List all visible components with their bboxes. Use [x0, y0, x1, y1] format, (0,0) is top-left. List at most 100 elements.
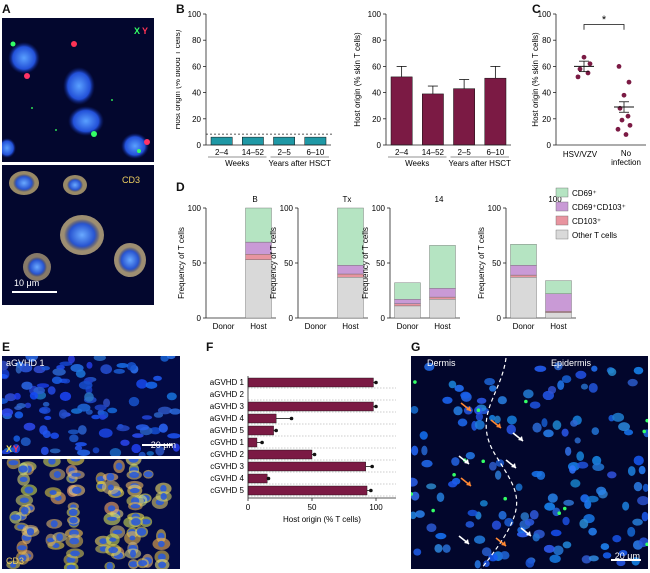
nucleus-blob: [19, 476, 28, 483]
nucleus-blob: [129, 535, 136, 541]
nucleus-blob: [77, 425, 87, 435]
panel-d-ytick-label: 100: [488, 204, 502, 213]
nucleus-blob: [153, 375, 162, 381]
panel-g-micrograph: Dermis Epidermis 20 μm: [411, 356, 648, 569]
panel-d-xtick-label: Donor: [397, 322, 419, 331]
panel-b-right-ytick-label: 60: [372, 62, 381, 71]
panel-d-chart: Frequency of T cells 0 50 100 B Donor Host Freq…: [177, 187, 626, 331]
panel-c-ytick-label: 0: [547, 141, 552, 150]
nucleus-blob: [536, 470, 546, 480]
panel-b-left-years-label: Years after HSCT: [269, 159, 332, 168]
nucleus-blob: [23, 422, 36, 431]
panel-d-xtick-label: Donor: [213, 322, 235, 331]
nucleus-blob: [42, 430, 51, 438]
nucleus-blob: [460, 391, 471, 399]
panel-c-ytick-label: 60: [542, 62, 551, 71]
nucleus-blob: [116, 363, 129, 369]
nucleus-blob: [426, 523, 437, 533]
panel-d-subplot-title: B: [252, 195, 257, 204]
nucleus-blob: [411, 445, 419, 456]
panel-a-x-tag: X: [133, 26, 140, 36]
panel-d-segment-cd69: [545, 280, 572, 294]
panel-e-scale-label: 20 μm: [150, 440, 176, 450]
nucleus-blob: [70, 550, 80, 557]
nucleus-blob: [157, 553, 166, 561]
nucleus-blob: [166, 356, 176, 360]
nucleus-blob: [53, 471, 61, 479]
nucleus-blob: [524, 518, 535, 526]
panel-d-segment-cd69cd103: [510, 264, 537, 276]
panel-c-ytick-label: 40: [542, 89, 551, 98]
nucleus-blob: [143, 471, 153, 478]
panel-c-point-hsv: [587, 61, 593, 67]
arrow-head: [501, 541, 506, 546]
nucleus-blob: [591, 427, 600, 436]
panel-d-xtick-label: Donor: [305, 322, 327, 331]
panel-d-segment-cd69: [245, 207, 272, 243]
nucleus-blob: [577, 461, 589, 469]
nucleus-blob: [116, 425, 130, 432]
nucleus-blob: [436, 492, 445, 503]
nucleus-blob: [99, 538, 108, 545]
panel-f-bar: [247, 461, 366, 472]
panel-d-legend-label: Other T cells: [572, 231, 617, 240]
nucleus-blob: [14, 405, 23, 410]
nucleus-blob: [106, 562, 113, 569]
nucleus-blob: [549, 554, 561, 564]
panel-d-segment-cd103: [394, 303, 421, 307]
green-signal: [642, 429, 647, 434]
nucleus-blob: [612, 412, 625, 422]
nucleus-blob: [136, 528, 147, 536]
nucleus-blob: [607, 471, 617, 479]
nucleus-blob: [46, 537, 55, 543]
nucleus-blob: [411, 477, 418, 487]
nucleus-blob: [130, 549, 137, 558]
panel-b-right-ytick-label: 40: [372, 89, 381, 98]
nucleus-blob: [86, 361, 93, 369]
nucleus-blob: [17, 545, 27, 551]
panel-c-point-noinf: [616, 64, 622, 69]
nucleus-blob: [120, 439, 130, 446]
nucleus-blob: [107, 505, 116, 512]
nucleus-blob: [591, 365, 598, 372]
panel-d-xtick-label: Host: [250, 322, 267, 331]
panel-c-chart: Host origin (% skin T cells) 0 20 40 60 80 100…: [531, 10, 646, 167]
panel-e-y-tag: Y: [13, 444, 20, 454]
panel-c-ytick-label: 20: [542, 115, 551, 124]
panel-d-segment-cd69: [394, 282, 421, 300]
panel-a-micrograph-cd3: CD3 10 μm: [2, 165, 154, 305]
panel-e-xy-cells: [2, 356, 180, 456]
panel-b-left-xtick-label: 14–52: [242, 148, 265, 157]
nucleus-blob: [24, 486, 34, 494]
panel-f-point: [374, 404, 378, 409]
panel-d-ytick-label: 0: [289, 314, 294, 323]
panel-f-xlabel: Host origin (% T cells): [283, 515, 361, 524]
nucleus-blob: [612, 535, 622, 543]
panel-label-e: E: [2, 340, 11, 354]
panel-b-left-xtick-label: 2–4: [215, 148, 229, 157]
panel-d-xtick-label: Host: [550, 322, 567, 331]
panel-d-legend-swatch: [555, 215, 569, 226]
panel-f-point: [274, 428, 278, 433]
panel-d-segment-cd103: [510, 274, 537, 278]
nucleus-blob: [49, 490, 57, 495]
nucleus-blob: [115, 462, 123, 471]
panel-d-ylabel: Frequency of T cells: [269, 227, 278, 299]
nucleus-blob: [588, 382, 598, 393]
nucleus-blob: [498, 510, 507, 520]
nucleus-blob: [19, 497, 29, 503]
panel-d-ylabel: Frequency of T cells: [477, 227, 486, 299]
nucleus-blob: [448, 481, 458, 488]
panel-label-c: C: [532, 2, 541, 16]
nucleus-blob: [523, 389, 534, 399]
nucleus-blob: [149, 427, 161, 435]
panel-g-scale-bar: [611, 559, 641, 561]
panel-c-point-noinf: [615, 126, 621, 132]
nucleus-blob: [155, 445, 165, 456]
panel-d-segment-cd69cd103: [337, 264, 364, 275]
panel-b-left-ytick-label: 40: [192, 89, 201, 98]
panel-f-category-label: aGVHD 5: [210, 426, 245, 435]
panel-a-scale-label: 10 μm: [14, 278, 40, 288]
nucleus-blob: [66, 564, 76, 569]
panel-c-xtick-label: HSV/VZV: [563, 150, 598, 159]
